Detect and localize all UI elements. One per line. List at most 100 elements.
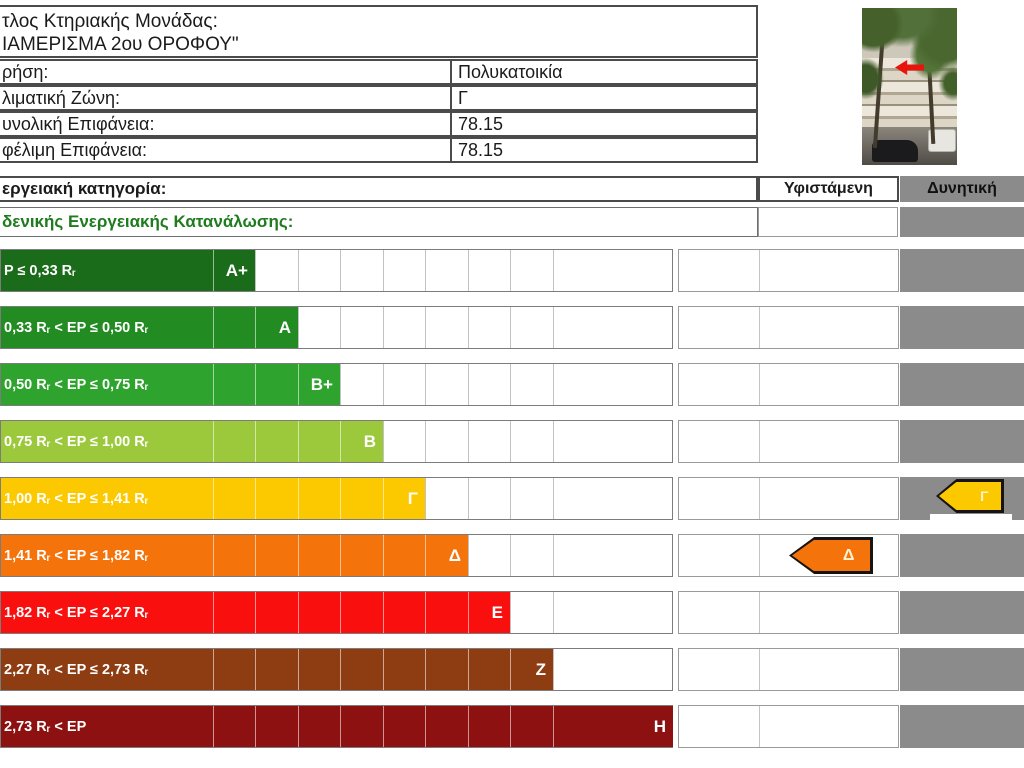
grid-line: [468, 706, 469, 747]
grade-scale-track: P ≤ 0,33 Rᵣ A+: [0, 249, 673, 292]
grade-scale-track: 1,00 Rᵣ < EP ≤ 1,41 Rᵣ Γ: [0, 477, 673, 520]
potential-cell: [900, 249, 1024, 292]
grid-line: [255, 649, 256, 690]
grade-scale-track: 1,82 Rᵣ < EP ≤ 2,27 Rᵣ E: [0, 591, 673, 634]
grade-row-zeta: 2,27 Rᵣ < EP ≤ 2,73 Rᵣ Z: [0, 648, 1024, 691]
grid-line: [383, 592, 384, 633]
grid-line: [510, 250, 511, 291]
grid-line: [255, 478, 256, 519]
potential-cell: [900, 306, 1024, 349]
nzeb-existing-cell: [758, 207, 898, 237]
grid-line: [340, 421, 341, 462]
grid-line: [340, 250, 341, 291]
building-photo: [862, 8, 957, 165]
potential-cell: [900, 363, 1024, 406]
grid-line: [468, 250, 469, 291]
grid-line: [510, 535, 511, 576]
grade-row-epsilon: 1,82 Rᵣ < EP ≤ 2,27 Rᵣ E: [0, 591, 1024, 634]
grade-bar: 0,33 Rᵣ < EP ≤ 0,50 Rᵣ A: [1, 307, 298, 348]
grade-row-gamma: 1,00 Rᵣ < EP ≤ 1,41 Rᵣ Γ: [0, 477, 1024, 520]
grid-line: [510, 649, 511, 690]
grid-line: [298, 364, 299, 405]
grade-range-label: 0,75 Rᵣ < EP ≤ 1,00 Rᵣ: [4, 433, 149, 450]
potential-cell: [900, 534, 1024, 577]
total-area-value: 78.15: [450, 113, 764, 135]
grid-line: [510, 592, 511, 633]
grade-row-a-plus: P ≤ 0,33 Rᵣ A+: [0, 249, 1024, 292]
grid-line: [213, 307, 214, 348]
grid-line: [553, 535, 554, 576]
building-title-label: τλος Κτηριακής Μονάδας:: [2, 11, 218, 32]
climate-zone-value: Γ: [450, 87, 764, 109]
energy-category-label: εργειακή κατηγορία:: [0, 176, 758, 202]
grid-line: [553, 706, 554, 747]
grid-line: [383, 364, 384, 405]
grid-line: [425, 478, 426, 519]
grid-line: [383, 706, 384, 747]
grid-line: [298, 649, 299, 690]
grade-bar: 0,75 Rᵣ < EP ≤ 1,00 Rᵣ B: [1, 421, 383, 462]
table-row-use: ρήση: Πολυκατοικία: [0, 59, 758, 85]
cell-divider: [759, 421, 760, 462]
grid-line: [383, 307, 384, 348]
grid-line: [213, 478, 214, 519]
existing-cell: [678, 591, 899, 634]
existing-cell: [678, 420, 899, 463]
grade-scale-track: 0,75 Rᵣ < EP ≤ 1,00 Rᵣ B: [0, 420, 673, 463]
grid-line: [510, 364, 511, 405]
grid-line: [383, 649, 384, 690]
cell-divider: [759, 250, 760, 291]
use-label: ρήση:: [2, 61, 49, 82]
grid-line: [383, 250, 384, 291]
grid-line: [468, 364, 469, 405]
grid-line: [425, 364, 426, 405]
grid-line: [340, 592, 341, 633]
potential-cell: [900, 648, 1024, 691]
grid-line: [255, 250, 256, 291]
grid-line: [298, 421, 299, 462]
grid-line: [468, 535, 469, 576]
grid-line: [425, 307, 426, 348]
grade-bar: P ≤ 0,33 Rᵣ A+: [1, 250, 255, 291]
building-title-value: ΙΑΜΕΡΙΣΜΑ 2ου ΟΡΟΦΟΥ": [2, 34, 239, 55]
grid-line: [468, 649, 469, 690]
grid-line: [255, 421, 256, 462]
grid-line: [383, 478, 384, 519]
existing-cell: [678, 249, 899, 292]
grid-line: [298, 250, 299, 291]
grade-letter: Γ: [407, 488, 418, 508]
grid-line: [213, 421, 214, 462]
grid-line: [553, 478, 554, 519]
grade-scale-track: 1,41 Rᵣ < EP ≤ 1,82 Rᵣ Δ: [0, 534, 673, 577]
building-title-cell: τλος Κτηριακής Μονάδας: ΙΑΜΕΡΙΣΜΑ 2ου ΟΡ…: [0, 5, 758, 58]
grid-line: [468, 307, 469, 348]
grid-line: [255, 364, 256, 405]
grid-line: [213, 250, 214, 291]
grid-line: [425, 649, 426, 690]
grid-line: [255, 307, 256, 348]
cell-divider: [759, 478, 760, 519]
grid-line: [298, 592, 299, 633]
grid-line: [425, 706, 426, 747]
grid-line: [255, 706, 256, 747]
existing-rating-letter: Δ: [842, 546, 855, 564]
total-area-label: υνολική Επιφάνεια:: [2, 113, 155, 134]
potential-cell: [900, 591, 1024, 634]
grade-letter: Z: [535, 659, 546, 679]
grade-scale-track: 0,50 Rᵣ < EP ≤ 0,75 Rᵣ B+: [0, 363, 673, 406]
grade-bar: 1,41 Rᵣ < EP ≤ 1,82 Rᵣ Δ: [1, 535, 468, 576]
grade-letter: A+: [225, 260, 248, 280]
climate-zone-label: λιματική Ζώνη:: [2, 87, 120, 108]
grade-letter: E: [491, 602, 503, 622]
grid-line: [553, 364, 554, 405]
useful-area-label: φέλιμη Επιφάνεια:: [2, 139, 148, 160]
grid-line: [468, 478, 469, 519]
grid-line: [298, 307, 299, 348]
existing-cell: [678, 477, 899, 520]
grid-line: [383, 421, 384, 462]
grade-range-label: 0,50 Rᵣ < EP ≤ 0,75 Rᵣ: [4, 376, 149, 393]
grade-row-b: 0,75 Rᵣ < EP ≤ 1,00 Rᵣ B: [0, 420, 1024, 463]
grade-range-label: 1,00 Rᵣ < EP ≤ 1,41 Rᵣ: [4, 490, 149, 507]
existing-cell: [678, 705, 899, 748]
